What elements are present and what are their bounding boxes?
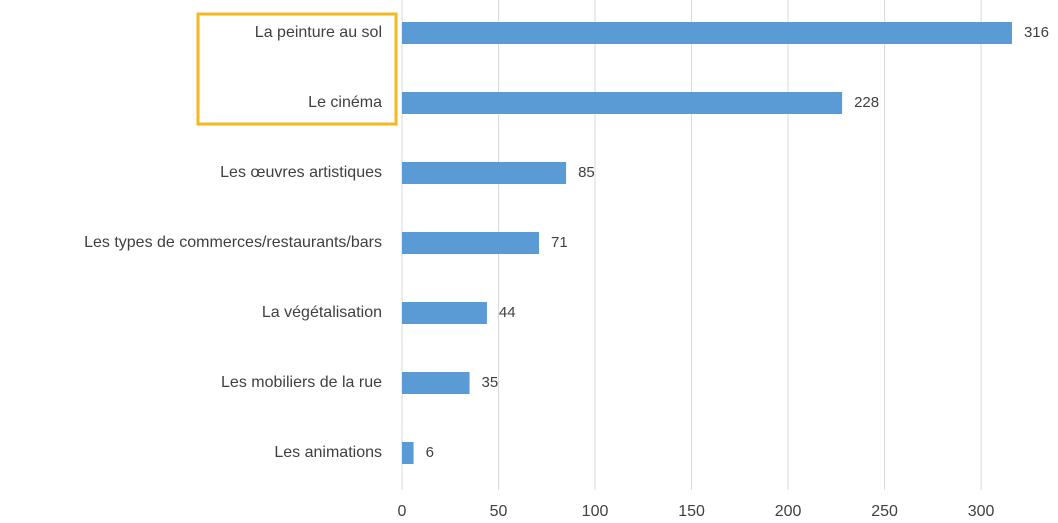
- data-label: 35: [482, 374, 499, 391]
- bar: [402, 232, 540, 254]
- x-tick-label: 150: [678, 503, 705, 520]
- y-tick-label: Les types de commerces/restaurants/bars: [84, 234, 382, 251]
- bar: [402, 162, 567, 184]
- bar: [402, 442, 414, 464]
- x-tick-label: 300: [968, 503, 995, 520]
- x-tick-label: 100: [582, 503, 609, 520]
- data-label: 228: [854, 94, 879, 111]
- y-tick-label: La végétalisation: [262, 304, 382, 321]
- highlight-box: [196, 12, 398, 126]
- data-label: 85: [578, 164, 595, 181]
- data-label: 6: [426, 444, 434, 461]
- bar: [402, 92, 843, 114]
- bar: [402, 372, 470, 394]
- x-tick-label: 0: [398, 503, 407, 520]
- y-tick-label: Les mobiliers de la rue: [221, 374, 382, 391]
- data-label: 316: [1024, 24, 1049, 41]
- data-label: 44: [499, 304, 516, 321]
- bar: [402, 302, 487, 324]
- x-tick-label: 200: [775, 503, 802, 520]
- y-tick-label: La peinture au sol: [255, 24, 382, 41]
- y-tick-label: Les œuvres artistiques: [220, 164, 382, 181]
- y-tick-label: Les animations: [274, 444, 382, 461]
- data-label: 71: [551, 234, 568, 251]
- bar: [402, 22, 1012, 44]
- x-tick-label: 250: [871, 503, 898, 520]
- y-tick-label: Le cinéma: [308, 94, 382, 111]
- x-tick-label: 50: [490, 503, 508, 520]
